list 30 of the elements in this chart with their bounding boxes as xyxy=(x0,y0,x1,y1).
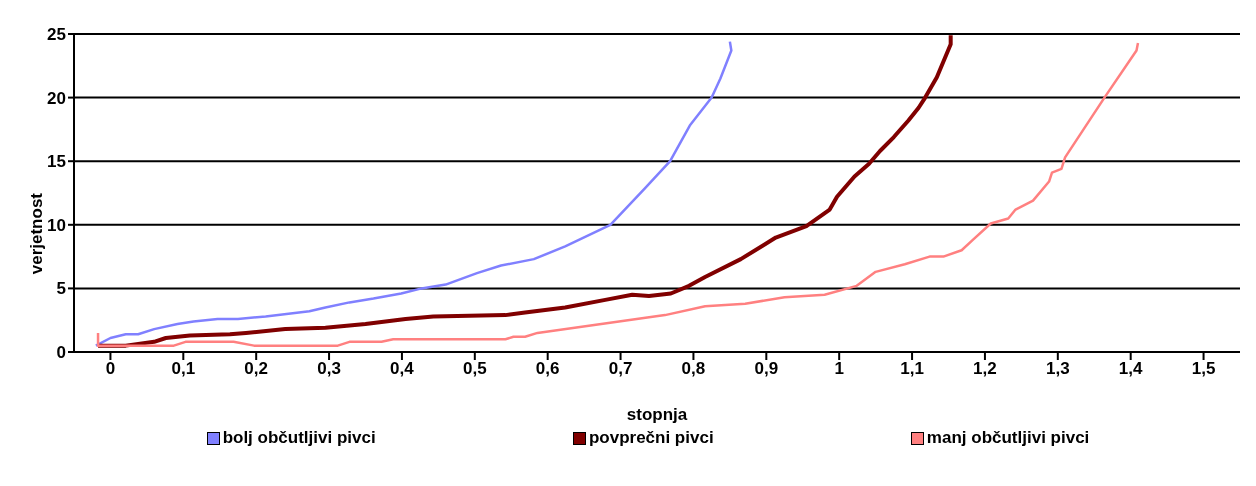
y-axis-title: verjetnost xyxy=(27,192,47,275)
x-tick-label: 0,1 xyxy=(171,359,196,379)
y-tick-label: 0 xyxy=(56,343,66,363)
x-tick-label: 0,9 xyxy=(754,359,779,379)
y-tick-label: 20 xyxy=(47,88,66,108)
x-tick-label: 1,3 xyxy=(1045,359,1070,379)
legend-label: manj občutljivi pivci xyxy=(926,428,1090,448)
x-tick-label: 0,3 xyxy=(317,359,341,379)
y-tick-label: 5 xyxy=(56,279,66,299)
y-tick-label: 25 xyxy=(47,25,66,45)
line-series xyxy=(96,34,953,348)
x-tick-label: 0,6 xyxy=(535,359,560,379)
x-tick-label: 1,1 xyxy=(900,359,924,379)
x-tick-label: 1,2 xyxy=(973,359,997,379)
line-series xyxy=(96,41,1140,347)
legend-label: bolj občutljivi pivci xyxy=(222,428,376,448)
x-tick-label: 1,4 xyxy=(1118,359,1144,379)
x-tick-label: 1 xyxy=(834,359,844,379)
legend-label: povprečni pivci xyxy=(588,428,714,448)
x-tick-label: 1,5 xyxy=(1191,359,1216,379)
x-tick-label: 0,4 xyxy=(390,359,415,379)
x-tick-label: 0,8 xyxy=(681,359,706,379)
x-tick-label: 0,7 xyxy=(608,359,633,379)
x-axis-title: stopnja xyxy=(626,405,688,424)
x-tick-label: 0,5 xyxy=(462,359,487,379)
x-tick-label: 0 xyxy=(105,359,116,379)
x-tick-label: 0,2 xyxy=(244,359,269,379)
y-tick-label: 15 xyxy=(47,152,66,172)
line-series xyxy=(94,40,733,347)
y-tick-label: 10 xyxy=(47,215,66,235)
